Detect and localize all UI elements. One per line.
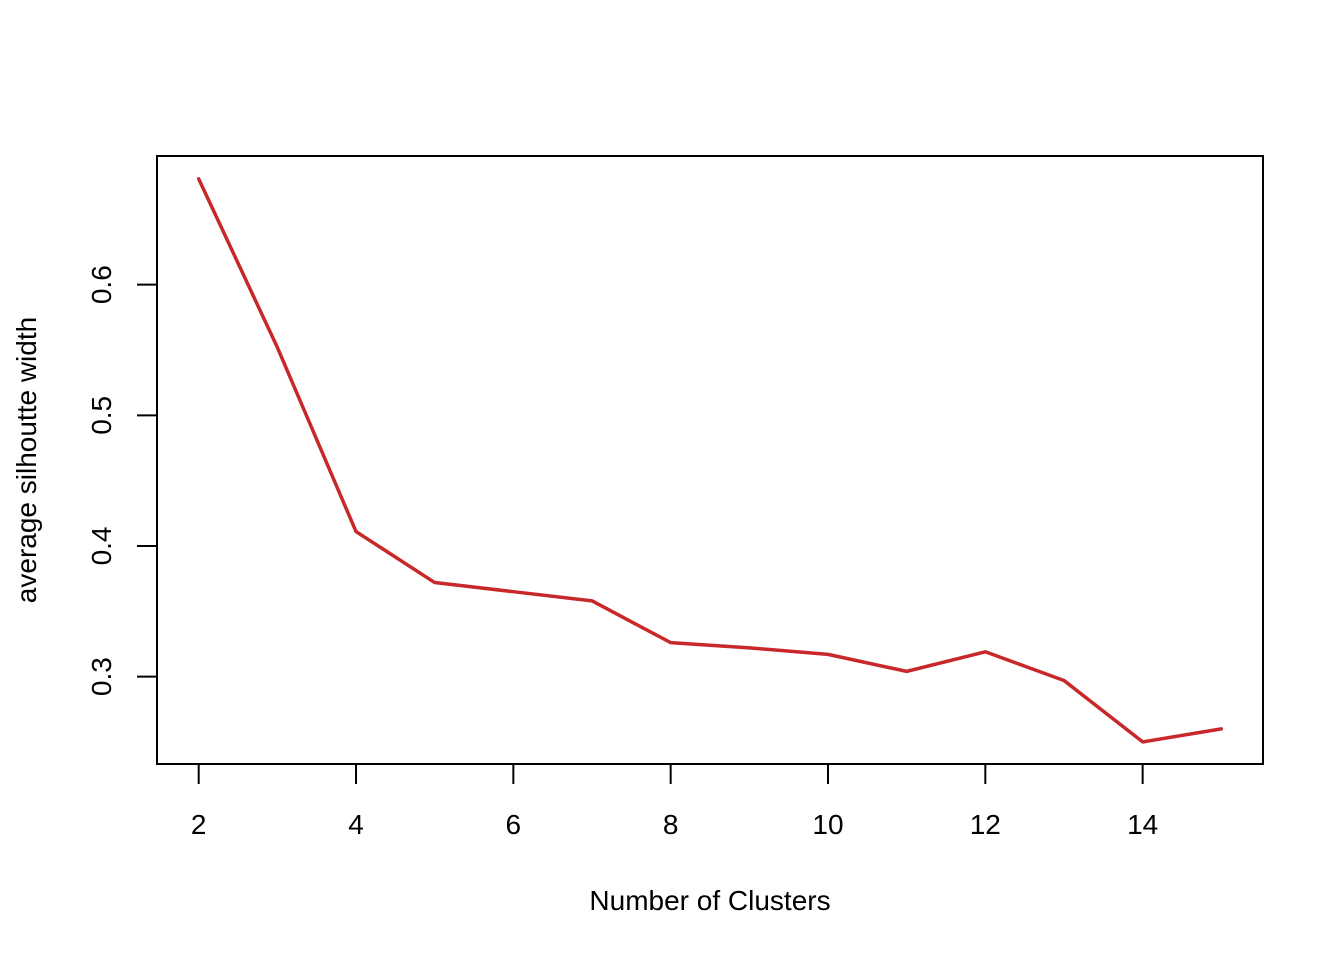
series-layer [196,177,1224,744]
y-tick-label: 0.3 [86,657,117,696]
x-tick-label: 2 [191,809,207,840]
x-tick-label: 4 [348,809,364,840]
y-tick-label: 0.4 [86,526,117,565]
x-axis-title: Number of Clusters [589,885,830,916]
y-tick-label: 0.6 [86,265,117,304]
plot-frame [156,155,1264,765]
x-tick-label: 14 [1127,809,1158,840]
y-tick-label: 0.5 [86,396,117,435]
y-axis-title: average silhoutte width [11,317,42,603]
series-line [196,177,1224,744]
x-axis: 2 4 6 8 10 12 14 [191,763,1158,840]
y-axis: 0.3 0.4 0.5 0.6 [86,265,158,696]
x-tick-label: 8 [663,809,679,840]
x-tick-label: 10 [812,809,843,840]
x-tick-label: 12 [970,809,1001,840]
x-tick-label: 6 [506,809,522,840]
